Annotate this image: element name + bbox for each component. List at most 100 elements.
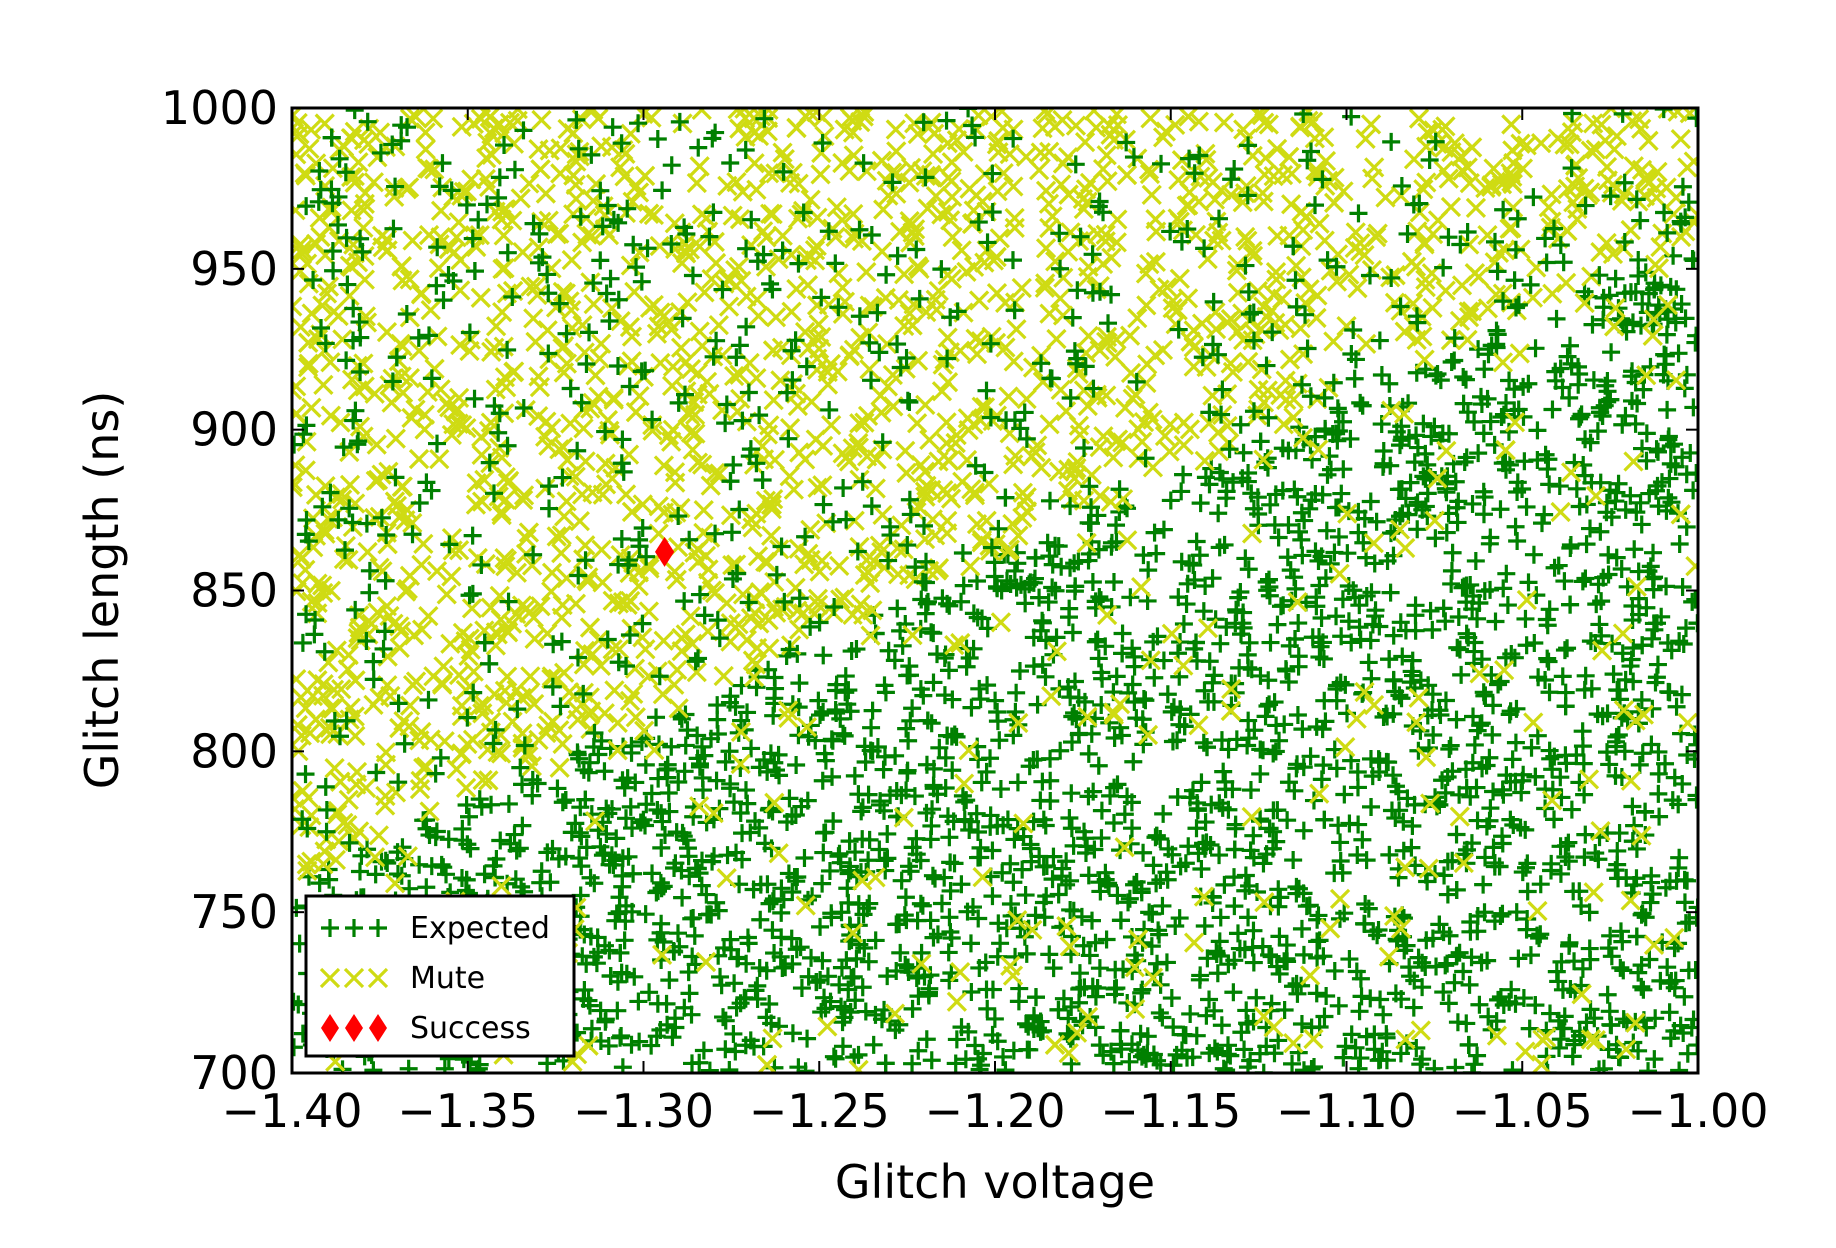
expected-marker xyxy=(924,624,943,643)
expected-marker xyxy=(939,661,958,680)
expected-marker xyxy=(1535,505,1554,524)
expected-marker xyxy=(1598,985,1617,1004)
expected-marker xyxy=(1646,1009,1665,1028)
expected-marker xyxy=(482,795,501,814)
expected-marker xyxy=(1330,909,1349,928)
expected-marker xyxy=(922,816,941,835)
expected-marker xyxy=(1649,784,1668,803)
expected-marker xyxy=(892,871,911,890)
expected-marker xyxy=(491,831,510,850)
expected-marker xyxy=(733,850,752,869)
expected-marker xyxy=(1079,866,1098,885)
series-expected xyxy=(292,246,1698,1073)
expected-marker xyxy=(834,724,853,743)
expected-marker xyxy=(1436,479,1455,498)
expected-marker xyxy=(813,951,832,970)
expected-marker xyxy=(472,797,491,816)
expected-marker xyxy=(1251,740,1270,759)
expected-marker xyxy=(978,676,997,695)
expected-marker xyxy=(1531,875,1550,894)
expected-marker xyxy=(1351,393,1370,412)
expected-marker xyxy=(1273,439,1292,458)
expected-marker xyxy=(1538,649,1557,668)
expected-marker xyxy=(1309,551,1328,570)
expected-marker xyxy=(694,1041,713,1060)
expected-marker xyxy=(1043,870,1062,889)
expected-marker xyxy=(1235,940,1254,959)
expected-marker xyxy=(1275,715,1294,734)
expected-marker xyxy=(1633,904,1652,923)
expected-marker xyxy=(1294,821,1313,840)
expected-marker xyxy=(1325,864,1344,883)
expected-marker xyxy=(732,711,751,730)
data-points xyxy=(292,108,1698,1073)
expected-marker xyxy=(1247,988,1266,1007)
expected-marker xyxy=(860,830,879,849)
expected-marker xyxy=(996,1061,1015,1073)
expected-marker xyxy=(1436,612,1455,631)
expected-marker xyxy=(654,932,673,951)
expected-marker xyxy=(1651,971,1670,990)
expected-marker xyxy=(1148,1051,1167,1070)
expected-marker xyxy=(292,1038,303,1057)
expected-marker xyxy=(1139,561,1158,580)
expected-marker xyxy=(1428,365,1447,384)
expected-marker xyxy=(1030,588,1049,607)
expected-marker xyxy=(1598,743,1616,762)
expected-marker xyxy=(1349,523,1368,542)
expected-marker xyxy=(1684,251,1698,270)
expected-marker xyxy=(1437,523,1456,542)
expected-marker xyxy=(1205,666,1224,685)
expected-marker xyxy=(1434,983,1453,1002)
expected-marker xyxy=(899,731,918,750)
expected-marker xyxy=(1086,987,1105,1006)
expected-marker xyxy=(608,1001,627,1020)
expected-marker xyxy=(1439,994,1458,1013)
expected-marker xyxy=(787,940,806,959)
expected-marker xyxy=(1089,756,1108,775)
expected-marker xyxy=(1463,494,1482,513)
expected-marker xyxy=(1275,1000,1294,1019)
expected-marker xyxy=(1076,843,1095,862)
expected-marker xyxy=(939,943,958,962)
expected-marker xyxy=(791,938,810,957)
expected-marker xyxy=(814,843,833,862)
expected-marker xyxy=(716,1011,735,1030)
expected-marker xyxy=(1423,620,1442,639)
expected-marker xyxy=(917,1030,936,1049)
expected-marker xyxy=(1452,665,1471,684)
expected-marker xyxy=(1243,938,1262,957)
expected-marker xyxy=(364,1061,383,1073)
expected-marker xyxy=(1292,530,1311,549)
expected-marker xyxy=(1618,577,1637,596)
expected-marker xyxy=(1541,749,1560,768)
expected-marker xyxy=(1687,326,1698,345)
expected-marker xyxy=(1541,861,1560,880)
expected-marker xyxy=(1440,926,1459,945)
expected-marker xyxy=(1105,778,1124,797)
expected-marker xyxy=(1317,521,1336,540)
expected-marker xyxy=(1266,742,1285,761)
expected-marker xyxy=(1038,533,1057,552)
expected-marker xyxy=(1474,424,1493,443)
expected-marker xyxy=(716,752,735,771)
expected-marker xyxy=(839,980,858,999)
expected-marker xyxy=(1665,435,1684,454)
expected-marker xyxy=(881,786,900,805)
expected-marker xyxy=(957,791,976,810)
expected-marker xyxy=(1154,520,1173,539)
expected-marker xyxy=(1540,600,1559,619)
expected-marker xyxy=(366,865,385,884)
expected-marker xyxy=(1005,830,1024,849)
expected-marker xyxy=(1122,927,1141,946)
expected-marker xyxy=(487,850,506,869)
expected-marker xyxy=(1225,868,1244,887)
expected-marker xyxy=(923,866,942,885)
expected-marker xyxy=(1221,1046,1240,1065)
expected-marker xyxy=(1413,1050,1432,1069)
expected-marker xyxy=(802,948,821,967)
expected-marker xyxy=(1391,1044,1410,1063)
expected-marker xyxy=(1446,472,1465,491)
expected-marker xyxy=(1271,888,1290,907)
